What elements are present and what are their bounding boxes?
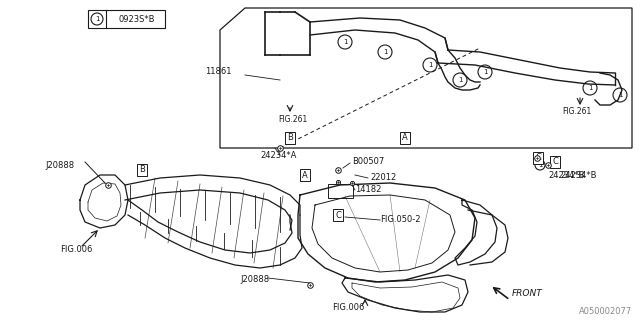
Text: C: C (552, 157, 558, 166)
Text: FIG.261: FIG.261 (278, 116, 307, 124)
Text: B: B (287, 133, 293, 142)
Text: 22012: 22012 (370, 173, 396, 182)
Text: A050002077: A050002077 (579, 308, 632, 316)
Text: FIG.006: FIG.006 (60, 245, 92, 254)
Text: A: A (402, 133, 408, 142)
Text: C: C (535, 154, 541, 163)
Text: 24234*A: 24234*A (260, 150, 296, 159)
Text: 1: 1 (458, 77, 462, 83)
Text: FRONT: FRONT (512, 290, 543, 299)
Text: 1: 1 (483, 69, 487, 75)
Text: 1: 1 (95, 16, 99, 22)
Text: 1: 1 (618, 92, 622, 98)
Text: 24234*B: 24234*B (560, 171, 596, 180)
Text: B: B (139, 165, 145, 174)
Text: FIG.006: FIG.006 (332, 302, 364, 311)
Text: 24234*B: 24234*B (548, 171, 584, 180)
Text: 1: 1 (428, 62, 432, 68)
Text: C: C (335, 211, 341, 220)
Bar (88, 10, 165, 28)
Text: A: A (302, 171, 308, 180)
Text: FIG.050-2: FIG.050-2 (380, 215, 420, 225)
Text: J20888: J20888 (45, 161, 74, 170)
Text: B00507: B00507 (352, 157, 384, 166)
Text: 1: 1 (588, 85, 592, 91)
Text: FIG.261: FIG.261 (562, 108, 591, 116)
Text: 1: 1 (538, 162, 542, 168)
Bar (328, 184, 353, 198)
Text: 11861: 11861 (205, 68, 232, 76)
Text: J20888: J20888 (240, 276, 269, 284)
Text: 0923S*B: 0923S*B (119, 14, 156, 23)
Text: 1: 1 (383, 49, 387, 55)
Text: 14182: 14182 (355, 186, 381, 195)
Text: 1: 1 (343, 39, 348, 45)
